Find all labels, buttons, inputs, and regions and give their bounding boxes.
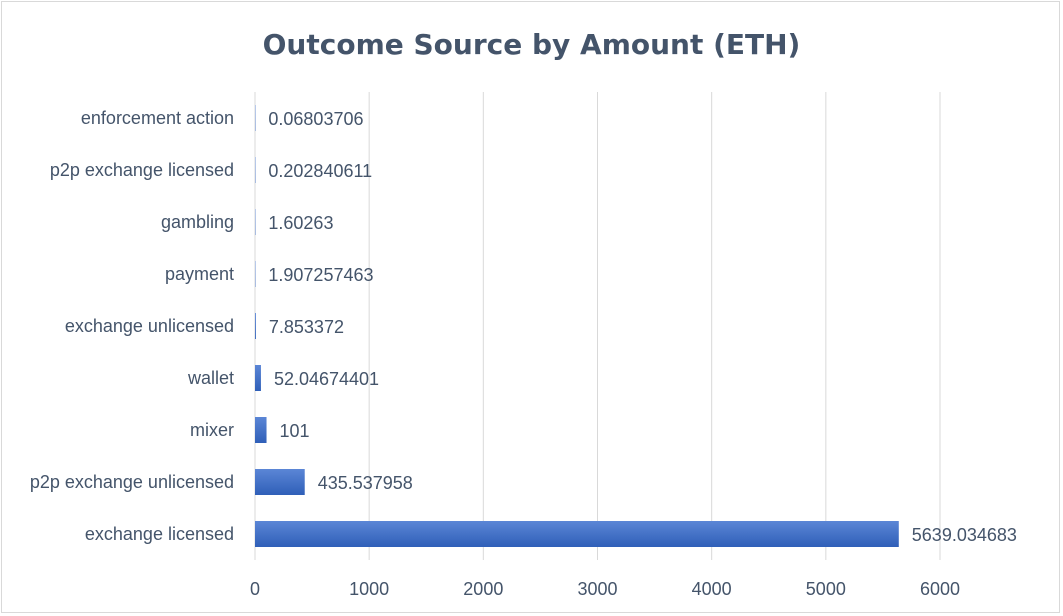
labels: 0 1000 2000 3000 4000 5000 6000 exchange licens…	[30, 108, 1017, 599]
category-label: mixer	[190, 420, 234, 440]
x-tick-label: 6000	[920, 579, 960, 599]
data-label: 0.06803706	[268, 109, 363, 129]
x-tick-label: 2000	[463, 579, 503, 599]
bar	[255, 469, 305, 495]
x-tick-label: 3000	[577, 579, 617, 599]
bar	[255, 365, 261, 391]
data-label: 101	[280, 421, 310, 441]
category-label: gambling	[161, 212, 234, 232]
category-label: enforcement action	[81, 108, 234, 128]
data-label: 7.853372	[269, 317, 344, 337]
category-label: payment	[165, 264, 234, 284]
x-tick-label: 5000	[806, 579, 846, 599]
bar	[255, 417, 267, 443]
category-label: p2p exchange licensed	[50, 160, 234, 180]
bars	[255, 105, 899, 547]
data-label: 0.202840611	[268, 161, 372, 181]
data-label: 1.60263	[268, 213, 333, 233]
bar	[255, 313, 256, 339]
category-label: wallet	[187, 368, 234, 388]
category-label: exchange unlicensed	[65, 316, 234, 336]
data-label: 1.907257463	[268, 265, 373, 285]
x-tick-label: 0	[250, 579, 260, 599]
x-tick-label: 1000	[349, 579, 389, 599]
data-label: 52.04674401	[274, 369, 379, 389]
bar	[255, 521, 899, 547]
data-label: 5639.034683	[912, 525, 1017, 545]
chart-title: Outcome Source by Amount (ETH)	[262, 28, 801, 61]
category-label: exchange licensed	[85, 524, 234, 544]
category-label: p2p exchange unlicensed	[30, 472, 234, 492]
x-tick-label: 4000	[692, 579, 732, 599]
data-label: 435.537958	[318, 473, 413, 493]
